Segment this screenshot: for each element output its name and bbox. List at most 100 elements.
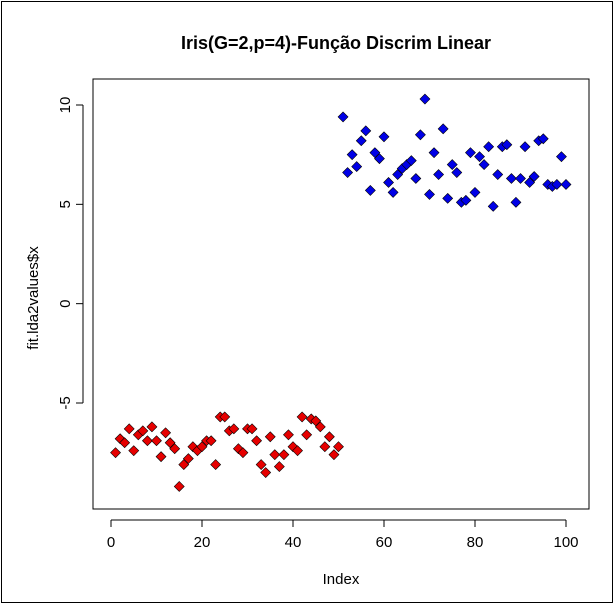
data-point [528,171,540,182]
data-point [219,411,231,423]
data-point [260,467,272,478]
data-point [110,447,121,459]
data-point [428,147,440,159]
data-point [383,177,394,188]
y-tick-label: 0 [57,299,74,307]
data-point [292,445,303,457]
data-point [442,192,454,204]
chart-title: Iris(G=2,p=4)-Função Discrim Linear [181,33,491,53]
data-point [364,185,376,196]
data-point [310,415,322,427]
data-point [196,441,208,453]
data-point [123,423,135,435]
data-point [524,177,536,188]
x-axis-label: Index [323,571,360,588]
data-point [141,435,153,447]
data-point [346,149,358,161]
data-point [446,159,458,171]
x-tick-label: 40 [285,534,302,551]
data-point [515,173,526,184]
data-point [296,411,308,423]
data-points [110,93,572,492]
data-point [460,194,472,206]
data-point [160,427,172,439]
data-point [328,449,340,461]
data-point [246,423,258,435]
data-point [155,451,167,463]
data-point [560,179,572,190]
data-point [505,173,517,184]
data-point [474,151,485,163]
data-point [492,169,504,180]
x-tick-label: 60 [376,534,393,551]
data-point [469,186,481,198]
data-point [483,141,495,153]
plot-area-box [92,78,590,510]
y-tick-label: 10 [57,97,74,114]
data-point [237,447,249,459]
data-point [301,429,313,441]
data-point [424,188,435,200]
data-point [323,431,335,443]
data-point [487,200,499,212]
data-point [414,129,426,141]
data-point [151,435,162,447]
data-point [205,435,217,447]
data-point [169,443,181,455]
data-point [392,169,404,180]
data-point [510,196,522,208]
data-point [351,161,363,173]
data-point [319,441,331,453]
data-point [355,135,367,147]
data-point [556,151,567,163]
data-point [273,461,285,472]
data-point [374,153,385,165]
data-point [128,445,140,457]
y-axis: -5 0 5 10 [57,97,84,410]
data-point [210,459,222,471]
data-point [228,423,240,435]
data-point [387,186,399,198]
x-tick-label: 100 [553,534,578,551]
data-point [137,425,149,437]
data-point [410,173,422,184]
data-point [337,111,349,123]
data-point [378,131,390,143]
data-point [369,147,381,159]
data-point [333,441,344,453]
data-point [264,431,276,443]
data-point [342,167,354,178]
data-point [269,449,281,461]
y-tick-label: -5 [57,396,74,409]
data-point [278,449,290,461]
data-point [433,169,445,180]
data-point [283,429,294,441]
data-point [314,421,326,433]
data-point [419,93,431,105]
data-point [178,459,190,471]
data-point [405,155,417,167]
x-tick-label: 80 [467,534,484,551]
data-point [437,123,449,135]
data-point [519,141,531,153]
data-point [551,179,563,190]
y-tick-label: 5 [57,200,74,208]
data-point [182,453,194,465]
x-axis: 0 20 40 60 80 100 [107,519,579,551]
x-tick-label: 0 [107,534,115,551]
data-point [119,437,131,449]
data-point [146,421,158,433]
data-point [465,147,476,159]
data-point [537,133,549,145]
data-point [360,125,372,137]
x-tick-label: 20 [194,534,211,551]
data-point [451,167,463,178]
data-point [255,459,267,471]
data-point [501,139,513,151]
y-axis-label: fit.lda2values$x [25,246,42,350]
data-point [173,481,185,492]
data-point [251,435,263,447]
data-point [164,437,176,449]
